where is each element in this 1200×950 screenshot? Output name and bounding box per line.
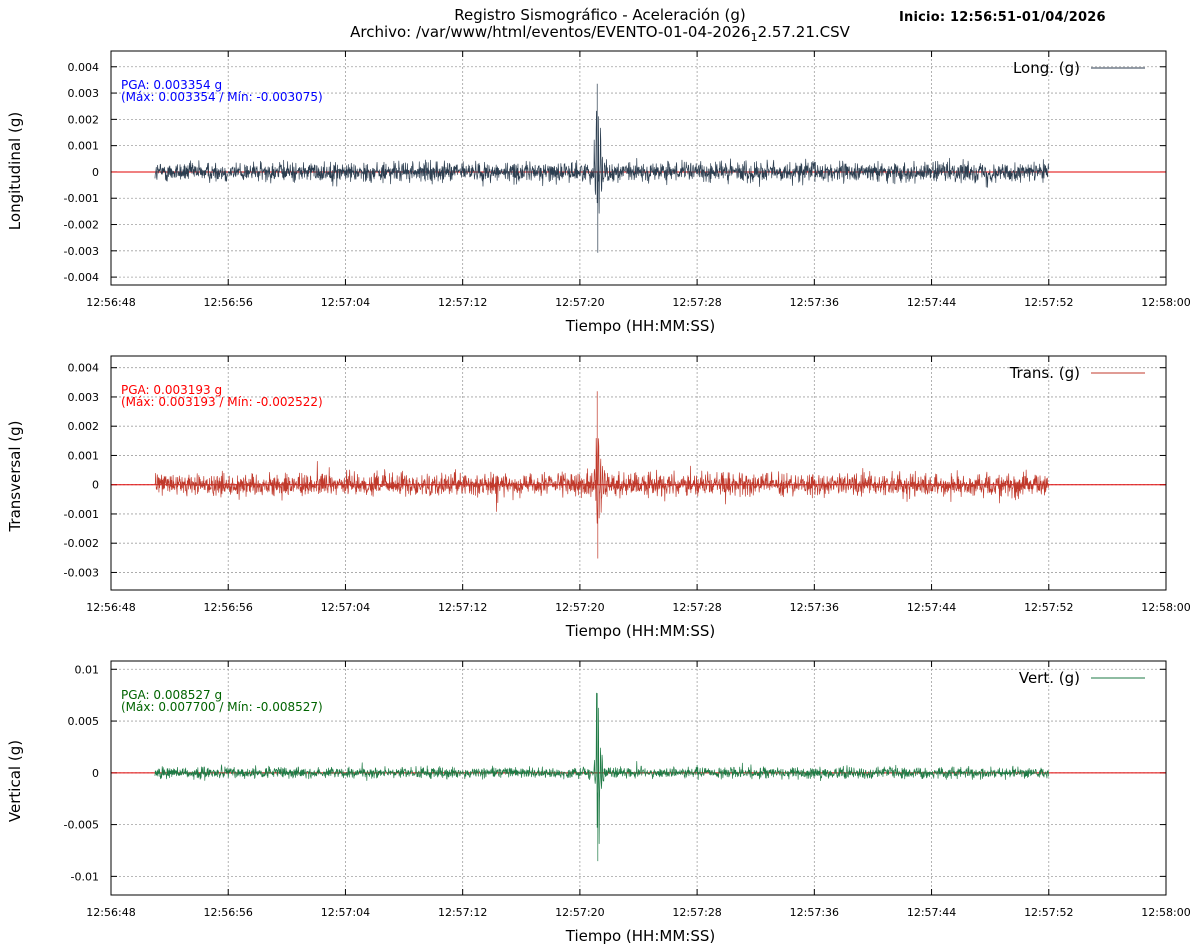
range-annotation: (Máx: 0.007700 / Mín: -0.008527): [121, 700, 323, 714]
y-tick-label: 0: [92, 479, 99, 492]
y-tick-label: 0.005: [68, 715, 100, 728]
x-tick-label: 12:57:04: [321, 906, 370, 919]
x-tick-label: 12:57:44: [907, 296, 956, 309]
x-tick-label: 12:57:28: [672, 601, 721, 614]
x-tick-label: 12:57:36: [790, 296, 839, 309]
x-tick-label: 12:57:12: [438, 906, 487, 919]
y-axis-label: Transversal (g): [6, 420, 24, 532]
x-tick-label: 12:57:36: [790, 906, 839, 919]
panel-1: 0.004 0.003 0.002 0.001 0 -0.001 -0.002 -0.003 1…: [6, 355, 1191, 640]
x-axis-label: Tiempo (HH:MM:SS): [565, 927, 715, 945]
x-tick-label: 12:56:56: [204, 296, 253, 309]
y-tick-label: 0: [92, 767, 99, 780]
x-tick-label: 12:58:00: [1141, 296, 1190, 309]
pga-annotation: PGA: 0.003193 g: [121, 383, 222, 397]
range-annotation: (Máx: 0.003193 / Mín: -0.002522): [121, 395, 323, 409]
range-annotation: (Máx: 0.003354 / Mín: -0.003075): [121, 90, 323, 104]
y-tick-label: 0.003: [68, 87, 100, 100]
x-tick-label: 12:57:52: [1024, 296, 1073, 309]
series-line-2: [154, 692, 1049, 862]
x-axis-label: Tiempo (HH:MM:SS): [565, 622, 715, 640]
x-tick-label: 12:57:04: [321, 296, 370, 309]
file-path-label: Archivo: /var/www/html/eventos/EVENTO-01…: [0, 23, 1200, 44]
y-tick-label: -0.01: [71, 870, 99, 883]
x-tick-label: 12:58:00: [1141, 601, 1190, 614]
y-tick-label: 0: [92, 166, 99, 179]
x-axis-label: Tiempo (HH:MM:SS): [565, 317, 715, 335]
y-tick-label: -0.003: [64, 566, 99, 579]
x-tick-label: 12:57:44: [907, 906, 956, 919]
start-time-label: Inicio: 12:56:51-01/04/2026: [899, 10, 1106, 25]
y-axis-label: Longitudinal (g): [6, 112, 24, 230]
y-tick-label: 0.001: [68, 140, 100, 153]
x-tick-label: 12:57:28: [672, 296, 721, 309]
y-tick-label: 0.004: [68, 362, 100, 375]
file-path-prefix: Archivo: /var/www/html/eventos/EVENTO-01…: [350, 23, 751, 41]
y-tick-label: -0.003: [64, 245, 99, 258]
pga-annotation: PGA: 0.003354 g: [121, 78, 222, 92]
y-tick-label: -0.001: [64, 192, 99, 205]
series-line-0: [154, 83, 1049, 253]
pga-annotation: PGA: 0.008527 g: [121, 688, 222, 702]
y-tick-label: 0.002: [68, 113, 100, 126]
y-tick-label: -0.002: [64, 537, 99, 550]
y-tick-label: 0.004: [68, 61, 100, 74]
x-tick-label: 12:57:36: [790, 601, 839, 614]
x-tick-label: 12:57:12: [438, 296, 487, 309]
x-tick-label: 12:57:20: [555, 296, 604, 309]
file-path-suffix: 2.57.21.CSV: [757, 23, 850, 41]
y-tick-label: 0.001: [68, 449, 100, 462]
y-tick-label: -0.001: [64, 508, 99, 521]
legend-label: Vert. (g): [1019, 669, 1080, 687]
x-tick-label: 12:57:28: [672, 906, 721, 919]
x-tick-label: 12:57:20: [555, 906, 604, 919]
series-line-1: [154, 391, 1049, 559]
y-axis-label: Vertical (g): [6, 740, 24, 822]
panel-2: 0.01 0.005 0 -0.005 -0.01 12:56:48 12:56:56 12:…: [6, 660, 1191, 945]
y-tick-label: -0.005: [64, 819, 99, 832]
x-tick-label: 12:56:56: [204, 906, 253, 919]
plot-frame: [110, 50, 1167, 286]
legend-label: Long. (g): [1013, 59, 1080, 77]
y-tick-label: 0.002: [68, 420, 100, 433]
x-tick-label: 12:56:56: [204, 601, 253, 614]
x-tick-label: 12:58:00: [1141, 906, 1190, 919]
x-tick-label: 12:57:52: [1024, 906, 1073, 919]
x-tick-label: 12:56:48: [86, 906, 135, 919]
plot-frame: [110, 355, 1167, 591]
legend-label: Trans. (g): [1009, 364, 1080, 382]
x-tick-label: 12:56:48: [86, 601, 135, 614]
y-tick-label: -0.002: [64, 219, 99, 232]
x-tick-label: 12:57:12: [438, 601, 487, 614]
x-tick-label: 12:56:48: [86, 296, 135, 309]
x-tick-label: 12:57:44: [907, 601, 956, 614]
x-tick-label: 12:57:52: [1024, 601, 1073, 614]
chart-title: Registro Sismográfico - Aceleración (g): [454, 6, 746, 24]
panel-0: 0.004 0.003 0.002 0.001 0 -0.001 -0.002 -0.003 -…: [6, 50, 1191, 335]
x-tick-label: 12:57:20: [555, 601, 604, 614]
plot-frame: [110, 660, 1167, 896]
y-tick-label: -0.004: [64, 271, 99, 284]
y-tick-label: 0.01: [75, 663, 100, 676]
file-path-subscript: 1: [750, 31, 758, 44]
x-tick-label: 12:57:04: [321, 601, 370, 614]
y-tick-label: 0.003: [68, 391, 100, 404]
